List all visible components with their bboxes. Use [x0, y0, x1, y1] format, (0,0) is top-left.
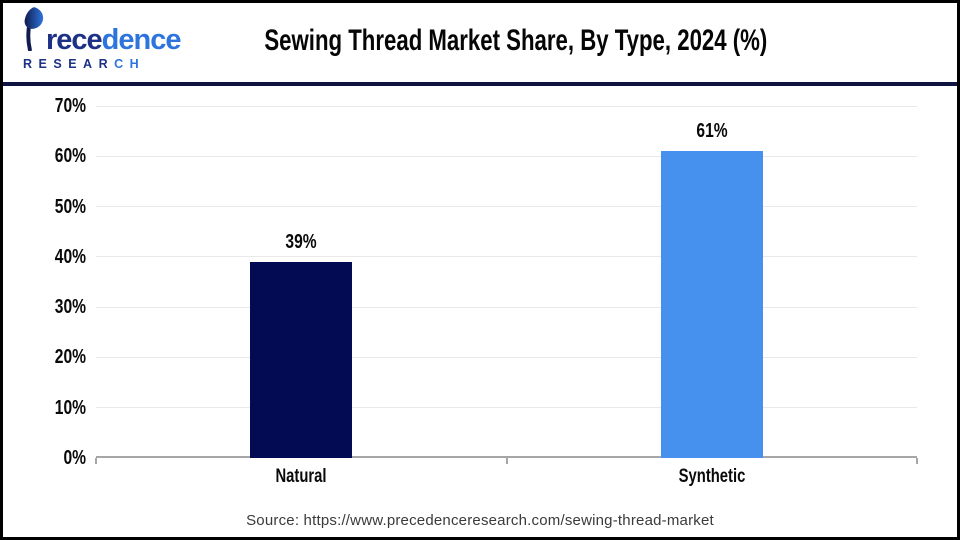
logo-subtitle-accent: CH	[114, 57, 146, 71]
x-axis-tick	[95, 458, 97, 464]
y-tick-label: 10%	[54, 396, 86, 419]
leaf-p-icon	[19, 5, 45, 55]
x-axis-tick	[505, 458, 508, 464]
y-tick-label: 50%	[54, 195, 86, 218]
precedence-research-logo: rece dence RESEARCH	[19, 7, 182, 71]
header: rece dence RESEARCH Sewing Thread Market …	[3, 3, 957, 79]
y-tick-label: 20%	[54, 346, 86, 369]
x-axis-line	[96, 456, 917, 458]
x-axis-tick	[916, 458, 918, 464]
plot-area: 0% 10% 20% 30% 40% 50% 60% 70% 39% Natural 61% Synt…	[55, 95, 918, 487]
y-tick-label: 0%	[63, 447, 86, 469]
logo-brand-text-2: dence	[101, 24, 182, 56]
bar-value-label: 61%	[696, 120, 728, 143]
bar-synthetic	[660, 151, 763, 458]
gridline	[96, 155, 917, 157]
y-tick-label: 40%	[54, 245, 86, 268]
x-category-label: Synthetic	[678, 466, 746, 487]
chart-title: Sewing Thread Market Share, By Type, 202…	[264, 24, 768, 57]
y-tick-label: 30%	[54, 296, 86, 319]
header-separator-line	[3, 82, 957, 86]
gridline	[96, 206, 917, 208]
gridline	[96, 356, 917, 358]
logo-subtitle: RESEARCH	[19, 58, 179, 71]
bar-natural	[250, 261, 353, 458]
logo-brand-line: rece dence	[19, 7, 182, 56]
source-text: Source: https://www.precedenceresearch.c…	[246, 512, 714, 529]
gridline	[96, 256, 917, 258]
logo-subtitle-main: RESEAR	[23, 57, 115, 71]
title-container: Sewing Thread Market Share, By Type, 202…	[3, 3, 957, 79]
x-category-label: Natural	[275, 466, 327, 487]
logo-brand-text-1: rece	[46, 24, 103, 56]
gridline	[96, 407, 917, 409]
y-tick-label: 70%	[54, 95, 86, 117]
gridline	[96, 306, 917, 308]
gridline	[96, 105, 917, 107]
y-tick-label: 60%	[54, 145, 86, 168]
bar-value-label: 39%	[285, 230, 317, 253]
